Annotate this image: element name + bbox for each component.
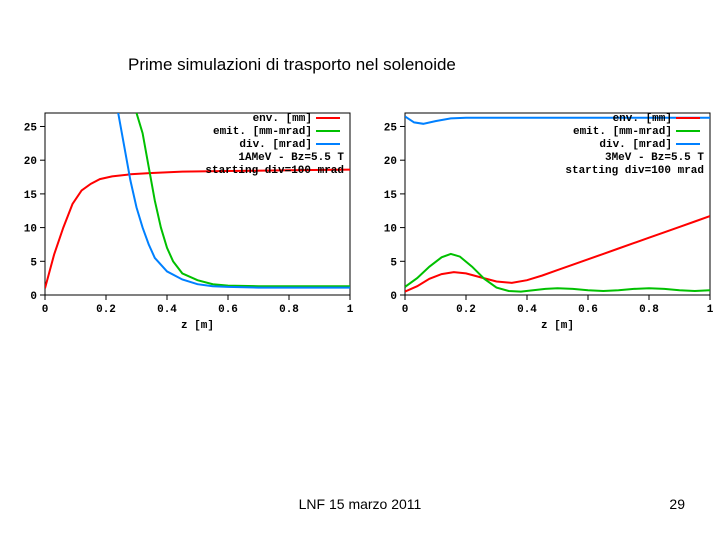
legend-label: emit. [mm-mrad]	[213, 126, 312, 138]
x-tick-label: 0	[402, 304, 409, 316]
x-axis-label: z [m]	[181, 320, 214, 332]
chart-info-line: starting div=100 mrad	[205, 165, 344, 177]
legend-label: div. [mrad]	[599, 139, 672, 151]
y-tick-label: 5	[390, 257, 397, 269]
x-tick-label: 0.8	[279, 304, 299, 316]
x-tick-label: 0.6	[218, 304, 238, 316]
x-tick-label: 0.6	[578, 304, 598, 316]
series-env	[45, 170, 350, 289]
x-axis-label: z [m]	[541, 320, 574, 332]
page-title: Prime simulazioni di trasporto nel solen…	[128, 55, 456, 75]
legend-label: env. [mm]	[613, 113, 672, 125]
left-chart-svg: 0 0.2 0.4 0.6 0.8 1 z [m] 0 5 10 15 20 25 env. [mm]em…	[0, 105, 360, 335]
x-tick-label: 0	[42, 304, 49, 316]
x-tick-label: 1	[707, 304, 714, 316]
y-tick-label: 25	[24, 122, 38, 134]
x-tick-label: 0.2	[456, 304, 476, 316]
charts-row: 00.20.40.60.81z [m]0510152025env. [mm]em…	[0, 105, 720, 335]
y-tick-label: 25	[384, 122, 398, 134]
left-chart-panel: 0 0.2 0.4 0.6 0.8 1 z [m] 0 5 10 15 20 25 env. [mm]em…	[0, 105, 360, 335]
series-div	[118, 113, 350, 288]
x-tick-label: 0.2	[96, 304, 116, 316]
y-tick-label: 10	[24, 224, 37, 236]
y-tick-label: 0	[30, 291, 37, 303]
x-tick-label: 0.8	[639, 304, 659, 316]
chart-info-line: 3MeV - Bz=5.5 T	[605, 152, 704, 164]
x-tick-label: 0.4	[517, 304, 537, 316]
page-number: 29	[669, 496, 685, 512]
right-chart-panel: 0 0.2 0.4 0.6 0.8 1 z [m] 0 5 10 15 20 25 env. [mm]em…	[360, 105, 720, 335]
y-tick-label: 0	[390, 291, 397, 303]
y-tick-label: 20	[384, 156, 397, 168]
y-tick-label: 20	[24, 156, 37, 168]
x-tick-label: 0.4	[157, 304, 177, 316]
y-tick-label: 10	[384, 224, 397, 236]
footer-text: LNF 15 marzo 2011	[0, 496, 720, 512]
y-tick-label: 5	[30, 257, 37, 269]
legend-label: emit. [mm-mrad]	[573, 126, 672, 138]
legend-label: env. [mm]	[253, 113, 312, 125]
chart-info-line: 1AMeV - Bz=5.5 T	[238, 152, 344, 164]
legend-label: div. [mrad]	[239, 139, 312, 151]
right-chart-svg: 0 0.2 0.4 0.6 0.8 1 z [m] 0 5 10 15 20 25 env. [mm]em…	[360, 105, 720, 335]
x-tick-label: 1	[347, 304, 354, 316]
y-tick-label: 15	[384, 190, 398, 202]
chart-info-line: starting div=100 mrad	[565, 165, 704, 177]
y-tick-label: 15	[24, 190, 38, 202]
